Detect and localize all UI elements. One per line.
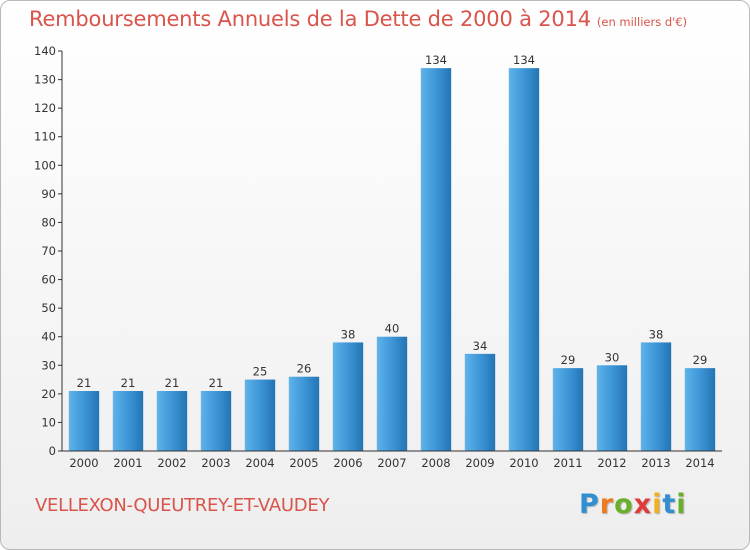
bar-2006 bbox=[332, 342, 364, 451]
x-tick-label-2003: 2003 bbox=[201, 456, 230, 470]
x-tick-label-2006: 2006 bbox=[333, 456, 362, 470]
y-tick-label-70: 70 bbox=[41, 244, 56, 258]
x-tick-label-2009: 2009 bbox=[465, 456, 494, 470]
y-tick-label-0: 0 bbox=[49, 444, 56, 458]
data-label-2011: 29 bbox=[561, 353, 576, 367]
x-tick-label-2005: 2005 bbox=[289, 456, 318, 470]
data-label-2000: 21 bbox=[77, 376, 92, 390]
commune-name: VELLEXON-QUEUTREY-ET-VAUDEY bbox=[35, 495, 330, 516]
x-tick-label-2000: 2000 bbox=[69, 456, 98, 470]
x-tick-label-2014: 2014 bbox=[685, 456, 714, 470]
bar-2005 bbox=[288, 376, 320, 451]
x-tick-label-2010: 2010 bbox=[509, 456, 538, 470]
y-tick-label-20: 20 bbox=[41, 387, 56, 401]
chart-subtitle: (en milliers d'€) bbox=[596, 15, 688, 29]
logo-letter: r bbox=[599, 489, 615, 520]
y-tick-label-130: 130 bbox=[34, 73, 56, 87]
y-tick-label-140: 140 bbox=[34, 44, 56, 58]
data-label-2005: 26 bbox=[297, 362, 312, 376]
proxiti-logo: Proxiti bbox=[579, 489, 687, 520]
y-tick-label-80: 80 bbox=[41, 215, 56, 229]
chart-title: Remboursements Annuels de la Dette de 20… bbox=[29, 7, 687, 31]
y-tick-label-50: 50 bbox=[41, 301, 56, 315]
axes-group: 2000 2001 2002 2003 2004 2005 2006 2007 2008 2009… bbox=[34, 44, 722, 470]
bar-2000 bbox=[68, 391, 100, 451]
data-label-2002: 21 bbox=[165, 376, 180, 390]
data-label-2003: 21 bbox=[209, 376, 224, 390]
y-tick-label-90: 90 bbox=[41, 187, 56, 201]
y-tick-label-60: 60 bbox=[41, 273, 56, 287]
bar-2013 bbox=[640, 342, 672, 451]
logo-letter: i bbox=[676, 489, 687, 520]
y-tick-label-120: 120 bbox=[34, 101, 56, 115]
bar-2009 bbox=[464, 353, 496, 451]
x-tick-label-2012: 2012 bbox=[597, 456, 626, 470]
bar-2003 bbox=[200, 391, 232, 451]
bar-2011 bbox=[552, 368, 584, 451]
bar-2001 bbox=[112, 391, 144, 451]
data-label-2010: 134 bbox=[513, 53, 535, 67]
y-tick-label-10: 10 bbox=[41, 415, 56, 429]
data-label-2014: 29 bbox=[693, 353, 708, 367]
bar-2014 bbox=[684, 368, 716, 451]
x-tick-label-2013: 2013 bbox=[641, 456, 670, 470]
data-label-2004: 25 bbox=[253, 365, 268, 379]
logo-letter: x bbox=[633, 489, 653, 520]
bar-2004 bbox=[244, 379, 276, 451]
data-label-2006: 38 bbox=[341, 327, 356, 341]
x-tick-label-2004: 2004 bbox=[245, 456, 274, 470]
bar-2007 bbox=[376, 336, 408, 451]
bar-2008 bbox=[420, 68, 452, 452]
data-label-2009: 34 bbox=[473, 339, 488, 353]
y-tick-label-40: 40 bbox=[41, 330, 56, 344]
data-label-2012: 30 bbox=[605, 350, 620, 364]
x-tick-label-2002: 2002 bbox=[157, 456, 186, 470]
data-label-2008: 134 bbox=[425, 53, 447, 67]
data-label-2013: 38 bbox=[649, 327, 664, 341]
logo-letter: o bbox=[614, 489, 634, 520]
bar-2002 bbox=[156, 391, 188, 451]
data-label-2001: 21 bbox=[121, 376, 136, 390]
logo-letter: i bbox=[652, 489, 663, 520]
logo-letter: t bbox=[662, 489, 677, 520]
y-tick-label-110: 110 bbox=[34, 130, 56, 144]
bar-2010 bbox=[508, 68, 540, 452]
x-tick-label-2007: 2007 bbox=[377, 456, 406, 470]
logo-letter: P bbox=[579, 489, 600, 520]
data-label-2007: 40 bbox=[385, 322, 400, 336]
bar-2012 bbox=[596, 365, 628, 451]
x-tick-label-2011: 2011 bbox=[553, 456, 582, 470]
x-tick-label-2001: 2001 bbox=[113, 456, 142, 470]
chart-title-text: Remboursements Annuels de la Dette de 20… bbox=[29, 7, 591, 31]
bars-group: 21 21 21 21 25 26 38 40 134 34 134 29 30 38 29 bbox=[68, 53, 716, 452]
x-tick-label-2008: 2008 bbox=[421, 456, 450, 470]
y-tick-label-30: 30 bbox=[41, 358, 56, 372]
y-tick-label-100: 100 bbox=[34, 158, 56, 172]
